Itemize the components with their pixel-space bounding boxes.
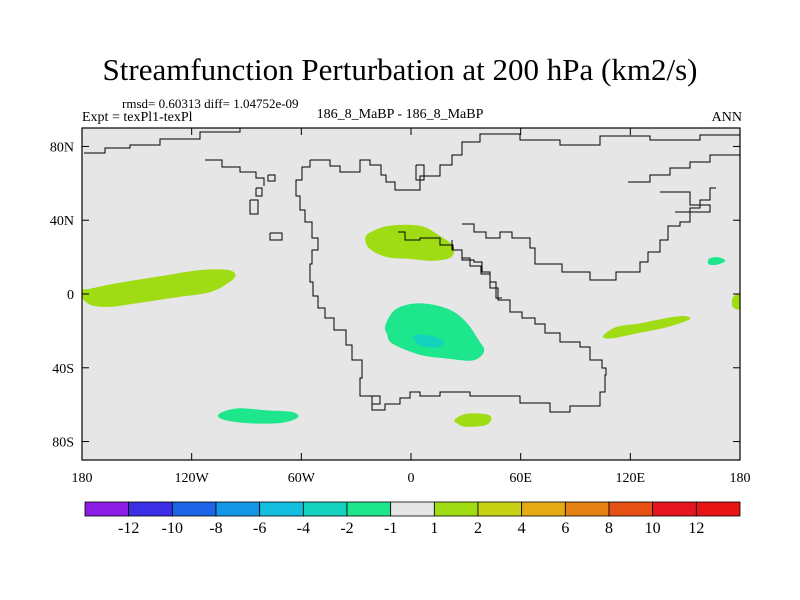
coastline-segment	[205, 159, 265, 186]
anomaly-dateline-edge	[731, 293, 740, 310]
anomaly-southern-ocean-africa	[454, 413, 492, 427]
anomaly-equatorial-west-pacific	[82, 269, 236, 307]
colorbar-label: -10	[162, 520, 183, 537]
coastline-segment	[267, 174, 276, 182]
y-tick-label: 80N	[50, 140, 74, 155]
colorbar-label: -4	[297, 520, 310, 537]
colorbar-label: 1	[430, 520, 438, 537]
coastline-segment	[249, 199, 259, 215]
experiment-label: Expt = texPl1-texPl	[82, 110, 193, 125]
coastline-segment	[415, 164, 425, 181]
coastline-segment	[372, 395, 381, 405]
colorbar-label: 12	[688, 520, 704, 537]
y-tick-label: 40S	[52, 362, 74, 377]
anomaly-north-africa	[365, 224, 455, 261]
anomaly-south-atlantic-core	[414, 334, 444, 348]
colorbar-swatch	[608, 501, 654, 517]
x-tick-label: 60W	[288, 471, 316, 486]
colorbar-label: -1	[384, 520, 397, 537]
colorbar-swatch	[433, 501, 479, 517]
y-tick-label: 40N	[50, 214, 74, 229]
x-tick-label: 180	[730, 471, 751, 486]
colorbar-swatch	[477, 501, 523, 517]
x-tick-label: 120E	[616, 471, 646, 486]
anomaly-south-atlantic-africa	[384, 303, 485, 361]
colorbar-swatch	[171, 501, 217, 517]
colorbar-swatch	[84, 501, 130, 517]
coastline-segment	[269, 232, 283, 241]
x-tick-label: 120W	[175, 471, 210, 486]
colorbar-swatch	[695, 501, 741, 517]
colorbar-swatch	[564, 501, 610, 517]
coastline-segment	[84, 128, 241, 154]
x-tick-label: 0	[408, 471, 415, 486]
case-label: 186_8_MaBP - 186_8_MaBP	[316, 107, 484, 122]
colorbar-swatch	[259, 501, 304, 517]
colorbar-swatch	[390, 501, 435, 517]
chart-title: Streamfunction Perturbation at 200 hPa (…	[102, 52, 698, 87]
colorbar-label: 10	[645, 520, 661, 537]
colorbar-label: 2	[474, 520, 482, 537]
anomaly-west-pacific-north	[707, 257, 726, 266]
anomaly-indian-ocean	[602, 316, 691, 339]
colorbar-swatch	[215, 501, 261, 517]
colorbar-label: -2	[340, 520, 353, 537]
colorbar-label: 6	[561, 520, 569, 537]
season-label: ANN	[711, 110, 742, 125]
colorbar-swatch	[128, 501, 173, 517]
coastline-segment	[462, 187, 716, 281]
colorbar-label: -12	[118, 520, 139, 537]
coastline-segment	[255, 187, 263, 197]
x-tick-label: 180	[72, 471, 93, 486]
colorbar-swatch	[521, 501, 566, 517]
stats-label: rmsd= 0.60313 diff= 1.04752e-09	[122, 96, 299, 111]
coastline-segment	[398, 231, 502, 299]
colorbar-label: 8	[605, 520, 613, 537]
colorbar-label: -8	[209, 520, 222, 537]
y-tick-label: 80S	[52, 436, 74, 451]
coastline-segment	[295, 160, 607, 413]
colorbar-swatch	[652, 501, 697, 517]
colorbar-swatch	[346, 501, 392, 517]
coastline-segment	[628, 154, 740, 183]
coastline-segment	[310, 133, 740, 191]
colorbar-label: -6	[253, 520, 266, 537]
x-tick-label: 60E	[509, 471, 532, 486]
colorbar-label: 4	[518, 520, 526, 537]
coastline-segment	[660, 191, 711, 213]
anomaly-southern-ocean-pacific	[217, 408, 299, 424]
colorbar-swatch	[302, 501, 348, 517]
y-tick-label: 0	[67, 288, 74, 303]
